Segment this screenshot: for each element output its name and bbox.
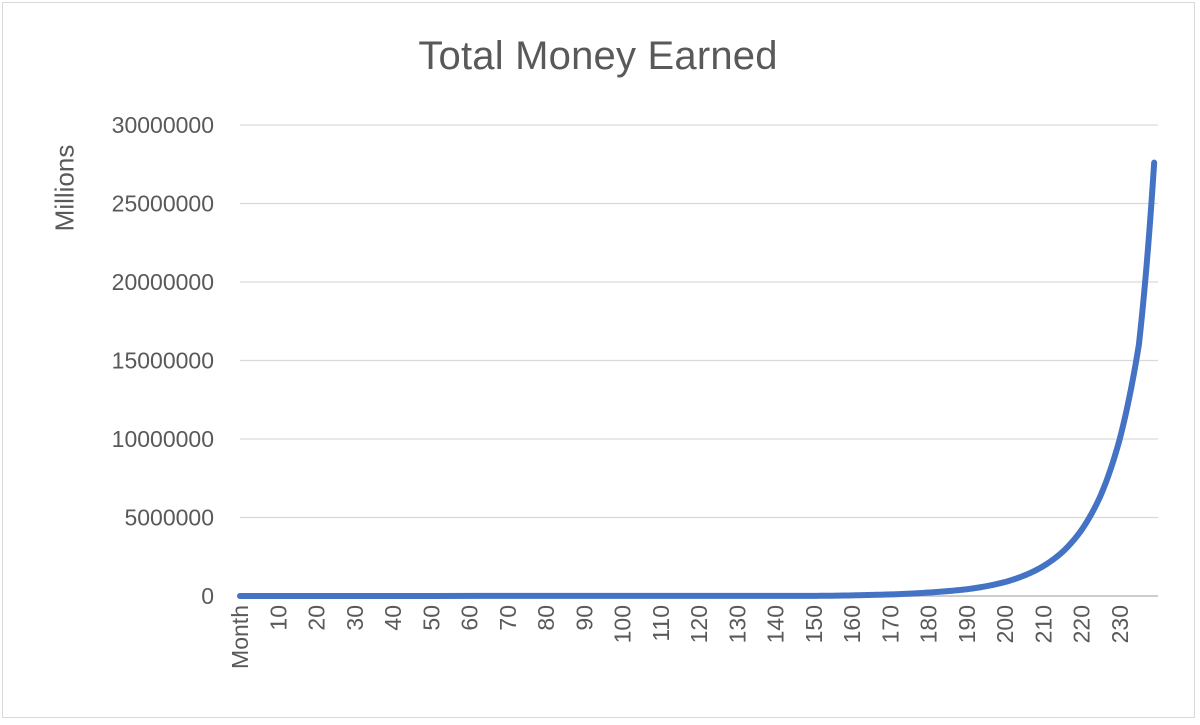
x-tick-label: 230 — [1107, 605, 1133, 643]
x-tick-label: 120 — [686, 605, 712, 643]
y-tick-label: 20000000 — [112, 269, 214, 295]
x-tick-label: Month — [227, 605, 253, 669]
y-tick-label: 5000000 — [124, 505, 214, 531]
x-tick-label: 150 — [801, 605, 827, 643]
x-tick-label: 110 — [648, 605, 674, 642]
x-tick-label: 190 — [954, 605, 980, 643]
x-tick-label: 30 — [342, 605, 368, 631]
x-tick-label: 50 — [418, 605, 444, 631]
x-tick-label: 70 — [495, 605, 521, 631]
x-tick-label: 10 — [265, 605, 291, 631]
y-tick-label: 25000000 — [112, 191, 214, 217]
y-tick-label: 15000000 — [112, 348, 214, 374]
x-tick-label: 130 — [724, 605, 750, 643]
x-tick-label: 220 — [1069, 605, 1095, 643]
x-tick-label: 20 — [304, 605, 330, 631]
y-tick-label: 30000000 — [112, 112, 214, 138]
x-tick-label: 40 — [380, 605, 406, 631]
x-tick-label: 90 — [571, 605, 597, 631]
chart-title: Total Money Earned — [418, 34, 778, 78]
x-tick-label: 100 — [610, 605, 636, 643]
series-line — [237, 159, 1158, 599]
x-tick-label: 60 — [457, 605, 483, 631]
x-tick-label: 210 — [1030, 605, 1056, 643]
x-tick-label: 160 — [839, 605, 865, 643]
y-tick-label: 10000000 — [112, 426, 214, 452]
x-tick-label: 80 — [533, 605, 559, 631]
x-tick-label: 170 — [877, 605, 903, 643]
x-tick-label: 200 — [992, 605, 1018, 643]
x-tick-label: 180 — [916, 605, 942, 643]
x-tick-label: 140 — [763, 605, 789, 643]
y-tick-label: 0 — [201, 583, 214, 609]
